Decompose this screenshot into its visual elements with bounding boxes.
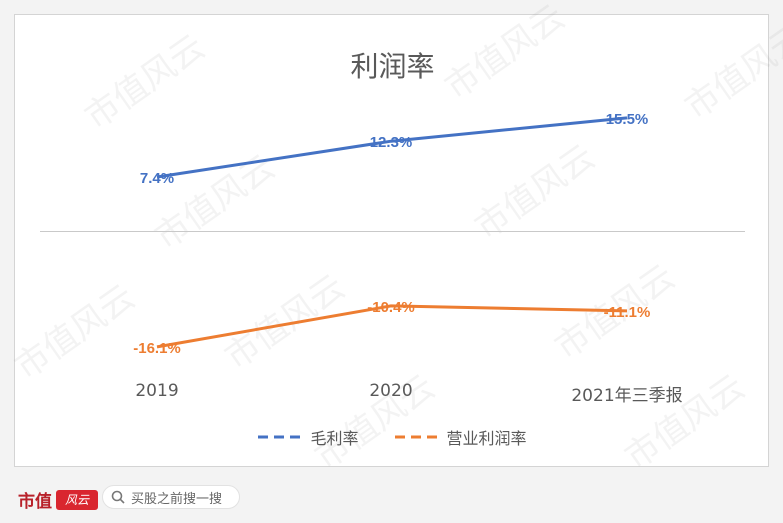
line-chart-plot: 7.4% 12.3% 15.5% -16.1% -10.4% -11.1% [133,111,651,357]
x-tick-label: 2019 [135,381,179,401]
zero-axis-line [40,231,745,232]
legend-item: 毛利率 [258,425,359,449]
chart-title: 利润率 [350,50,435,83]
data-label: 7.4% [140,170,174,187]
x-tick-label: 2020 [369,381,413,401]
data-label: -16.1% [133,340,181,357]
data-label: 12.3% [370,134,413,151]
x-tick-label: 2021年三季报 [571,386,683,406]
search-box[interactable]: 买股之前搜一搜 [102,485,240,509]
footer-bar: 市值 风云 买股之前搜一搜 [0,478,783,523]
legend-label: 毛利率 [310,429,359,448]
legend: 毛利率 营业利润率 [15,425,770,449]
legend-item: 营业利润率 [394,425,527,449]
brand-logo: 市值 风云 [18,487,98,512]
data-label: -11.1% [604,304,651,321]
legend-swatch-orange-dashed [394,435,439,439]
brand-text: 市值 [18,492,52,512]
data-label: -10.4% [367,299,415,316]
legend-label: 营业利润率 [446,429,527,448]
chart-frame: 市值风云 市值风云 市值风云 市值风云 市值风云 市值风云 市值风云 市值风云 … [8,0,783,478]
legend-swatch-blue-dashed [258,435,303,439]
data-label: 15.5% [606,111,649,128]
search-icon [111,490,125,504]
series-line [156,116,628,179]
search-placeholder: 买股之前搜一搜 [131,491,223,507]
series-line [156,304,628,349]
brand-seal: 风云 [56,489,98,510]
